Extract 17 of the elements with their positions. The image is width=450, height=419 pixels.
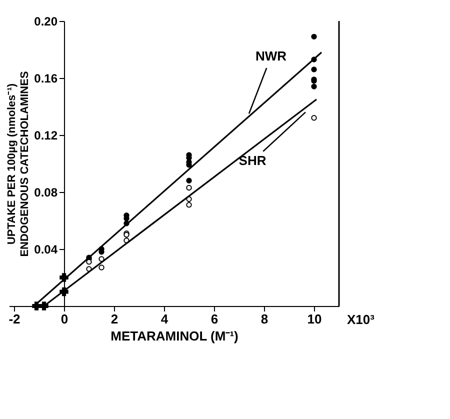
y-tick-label: 0.08 bbox=[34, 186, 58, 200]
x-axis-title: METARAMINOL (M⁻¹) bbox=[110, 328, 238, 344]
x-tick-label: 2 bbox=[110, 312, 118, 326]
text: X10³ bbox=[347, 312, 376, 327]
y-axis-title: UPTAKE PER 100µg (nmoles⁻¹) ENDOGENOUS CATECHOLAMINES bbox=[6, 71, 32, 257]
x-tick-label: 8 bbox=[260, 312, 268, 326]
x-tick-label: 4 bbox=[160, 312, 169, 326]
y-tick-label: 0.04 bbox=[34, 242, 58, 256]
x-tick-label: 0 bbox=[60, 312, 68, 326]
x-tick-label: 6 bbox=[210, 312, 218, 326]
y-tick-label: 0.20 bbox=[34, 14, 58, 28]
annotation: NWR bbox=[255, 48, 288, 64]
x-tick-label: -2 bbox=[8, 312, 20, 326]
x-tick-label: 10 bbox=[307, 312, 322, 326]
annotation: SHR bbox=[238, 153, 267, 168]
y-tick-label: 0.16 bbox=[34, 72, 58, 86]
y-tick-label: 0.12 bbox=[34, 128, 58, 142]
